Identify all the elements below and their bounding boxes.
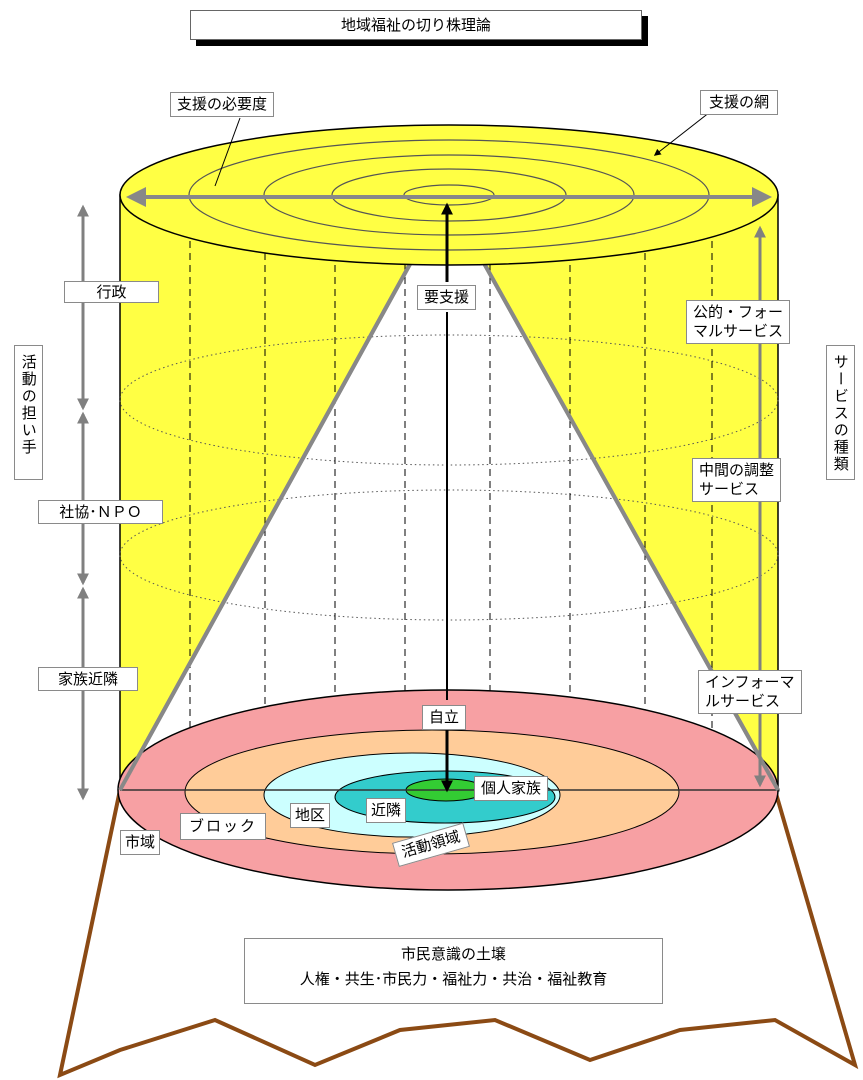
network-callout-line xyxy=(653,111,711,156)
network-label: 支援の網 xyxy=(700,90,779,115)
layer-ellipse-middle xyxy=(119,489,779,621)
diagram-title: 地域福祉の切り株理論 xyxy=(190,10,642,40)
service-formal-line-1: 公的・フォー xyxy=(693,303,784,321)
service-intermediate-line-2: サービス xyxy=(699,479,760,498)
roots-outline xyxy=(57,789,859,1079)
layer-ellipse-upper xyxy=(119,334,779,466)
area-neighborhood-label: 近隣 xyxy=(366,798,407,823)
service-informal-label: インフォーマ ルサービス xyxy=(698,670,802,714)
area-block-label: ブロック xyxy=(180,813,267,840)
area-district-label: 地区 xyxy=(290,803,331,828)
actors-title: 活動の担い手 xyxy=(14,345,43,480)
service-informal-line-1: インフォーマ xyxy=(705,673,795,691)
services-title: サービスの種類 xyxy=(826,345,855,480)
actor-social-council-label: 社協･ＮＰＯ xyxy=(38,500,163,524)
service-formal-line-2: マルサービス xyxy=(693,321,784,340)
needs-support-label: 要支援 xyxy=(417,285,477,310)
cone-edge-left xyxy=(118,196,449,791)
service-intermediate-line-1: 中間の調整 xyxy=(699,461,775,479)
actor-administration-label: 行政 xyxy=(64,281,159,303)
service-informal-line-2: ルサービス xyxy=(705,691,781,710)
soil-items: 人権・共生･市民力・福祉力・共治・福祉教育 xyxy=(299,969,608,988)
necessity-label: 支援の必要度 xyxy=(170,92,275,117)
service-formal-label: 公的・フォー マルサービス xyxy=(686,300,791,344)
service-intermediate-label: 中間の調整 サービス xyxy=(692,458,782,502)
area-city-label: 市域 xyxy=(120,830,161,855)
area-individual-label: 個人家族 xyxy=(474,776,549,801)
necessity-callout-line xyxy=(214,117,241,187)
independence-label: 自立 xyxy=(422,705,467,730)
actor-family-label: 家族近隣 xyxy=(38,667,138,691)
soil-box: 市民意識の土壌 人権・共生･市民力・福祉力・共治・福祉教育 xyxy=(244,938,663,1004)
soil-title: 市民意識の土壌 xyxy=(400,945,506,963)
